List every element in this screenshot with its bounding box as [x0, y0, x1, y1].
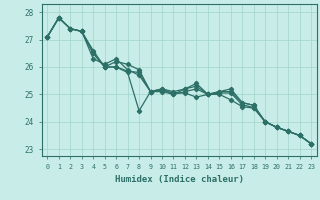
X-axis label: Humidex (Indice chaleur): Humidex (Indice chaleur)	[115, 175, 244, 184]
